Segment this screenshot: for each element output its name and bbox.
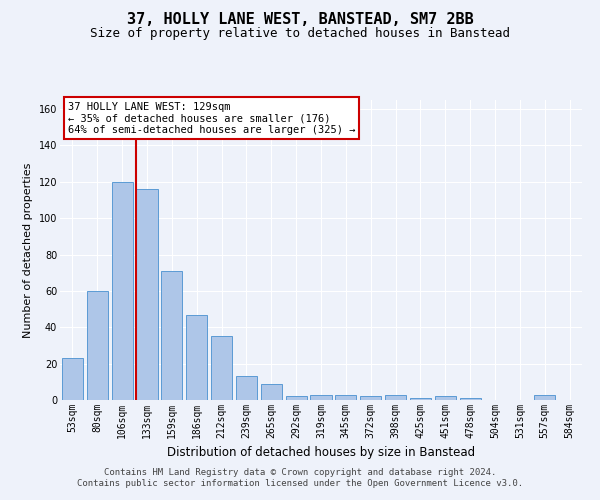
Bar — [261, 384, 282, 400]
Bar — [161, 271, 182, 400]
Bar — [460, 398, 481, 400]
Bar — [410, 398, 431, 400]
Text: Size of property relative to detached houses in Banstead: Size of property relative to detached ho… — [90, 28, 510, 40]
Bar — [62, 358, 83, 400]
Text: 37, HOLLY LANE WEST, BANSTEAD, SM7 2BB: 37, HOLLY LANE WEST, BANSTEAD, SM7 2BB — [127, 12, 473, 28]
Bar — [211, 336, 232, 400]
X-axis label: Distribution of detached houses by size in Banstead: Distribution of detached houses by size … — [167, 446, 475, 460]
Bar — [435, 396, 456, 400]
Bar — [186, 314, 207, 400]
Bar — [310, 394, 332, 400]
Bar — [360, 396, 381, 400]
Y-axis label: Number of detached properties: Number of detached properties — [23, 162, 33, 338]
Bar — [236, 376, 257, 400]
Bar — [112, 182, 133, 400]
Bar — [136, 189, 158, 400]
Bar — [385, 394, 406, 400]
Bar — [534, 394, 555, 400]
Bar — [335, 394, 356, 400]
Text: Contains HM Land Registry data © Crown copyright and database right 2024.
Contai: Contains HM Land Registry data © Crown c… — [77, 468, 523, 487]
Bar — [87, 291, 108, 400]
Text: 37 HOLLY LANE WEST: 129sqm
← 35% of detached houses are smaller (176)
64% of sem: 37 HOLLY LANE WEST: 129sqm ← 35% of deta… — [68, 102, 355, 134]
Bar — [286, 396, 307, 400]
